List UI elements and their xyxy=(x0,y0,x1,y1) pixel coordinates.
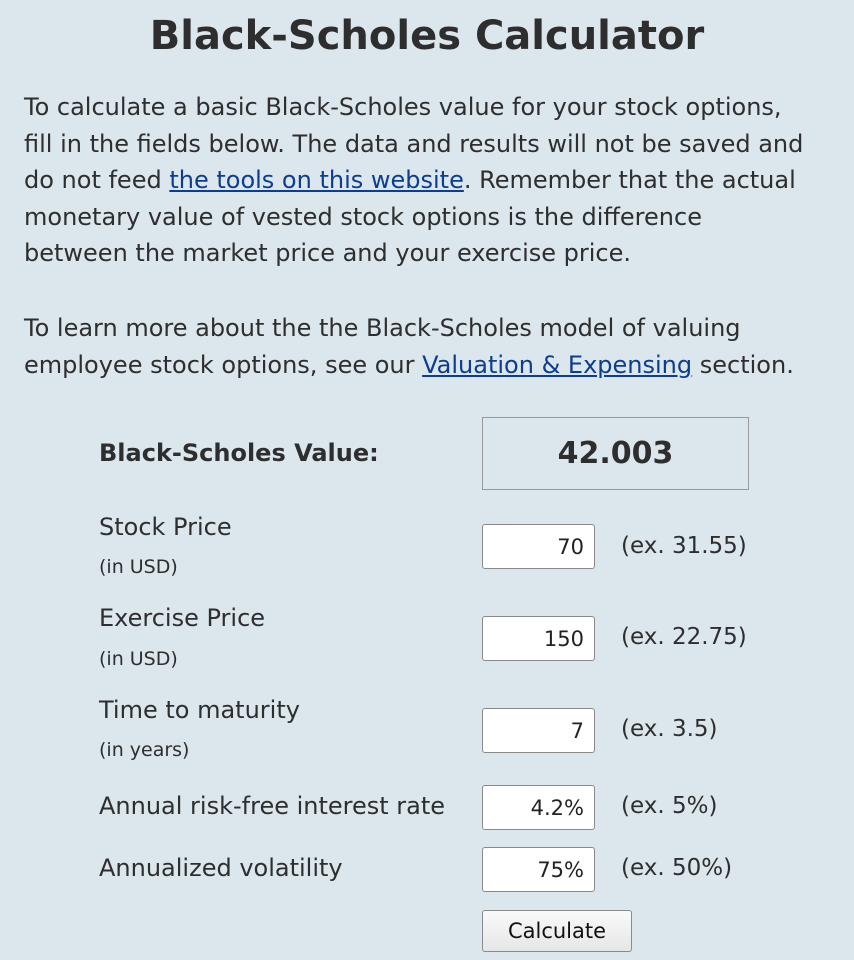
time-to-maturity-unit: (in years) xyxy=(99,739,190,761)
risk-free-rate-label: Annual risk-free interest rate xyxy=(99,792,446,820)
black-scholes-value-label: Black-Scholes Value: xyxy=(99,439,379,467)
exercise-price-input[interactable] xyxy=(482,616,595,661)
intro-line-1: To calculate a basic Black-Scholes value… xyxy=(24,93,782,121)
intro-line-4: monetary value of vested stock options i… xyxy=(24,202,702,231)
intro-line-5: between the market price and your exerci… xyxy=(24,239,631,267)
time-to-maturity-label: Time to maturity xyxy=(99,696,300,724)
intro-line-3-after: . Remember that the actual xyxy=(463,166,796,194)
intro-paragraph: To calculate a basic Black-Scholes value… xyxy=(24,89,834,272)
learn-more-line-2-after: section. xyxy=(692,350,794,379)
time-to-maturity-example: (ex. 3.5) xyxy=(621,716,718,742)
stock-price-input[interactable] xyxy=(482,524,595,569)
calculate-button[interactable]: Calculate xyxy=(482,910,632,952)
stock-price-unit: (in USD) xyxy=(99,556,178,578)
risk-free-rate-example: (ex. 5%) xyxy=(621,793,718,819)
volatility-example: (ex. 50%) xyxy=(621,855,733,881)
learn-more-paragraph: To learn more about the the Black-Schole… xyxy=(24,310,834,383)
exercise-price-example: (ex. 22.75) xyxy=(621,624,747,650)
learn-more-line-1: To learn more about the the Black-Schole… xyxy=(24,314,741,342)
risk-free-rate-input[interactable] xyxy=(482,785,595,830)
intro-line-2: fill in the fields below. The data and r… xyxy=(24,129,804,158)
valuation-expensing-link[interactable]: Valuation & Expensing xyxy=(422,350,693,379)
learn-more-line-2-before: employee stock options, see our xyxy=(24,350,423,379)
page-title: Black-Scholes Calculator xyxy=(149,13,705,59)
tools-link[interactable]: the tools on this website xyxy=(169,166,464,194)
intro-line-3-before: do not feed xyxy=(24,166,170,194)
exercise-price-label: Exercise Price xyxy=(99,604,266,632)
black-scholes-value-output: 42.003 xyxy=(482,417,749,490)
stock-price-example: (ex. 31.55) xyxy=(621,533,747,559)
volatility-label: Annualized volatility xyxy=(99,854,343,882)
volatility-input[interactable] xyxy=(482,847,595,892)
time-to-maturity-input[interactable] xyxy=(482,708,595,753)
exercise-price-unit: (in USD) xyxy=(99,648,178,670)
stock-price-label: Stock Price xyxy=(99,513,232,541)
